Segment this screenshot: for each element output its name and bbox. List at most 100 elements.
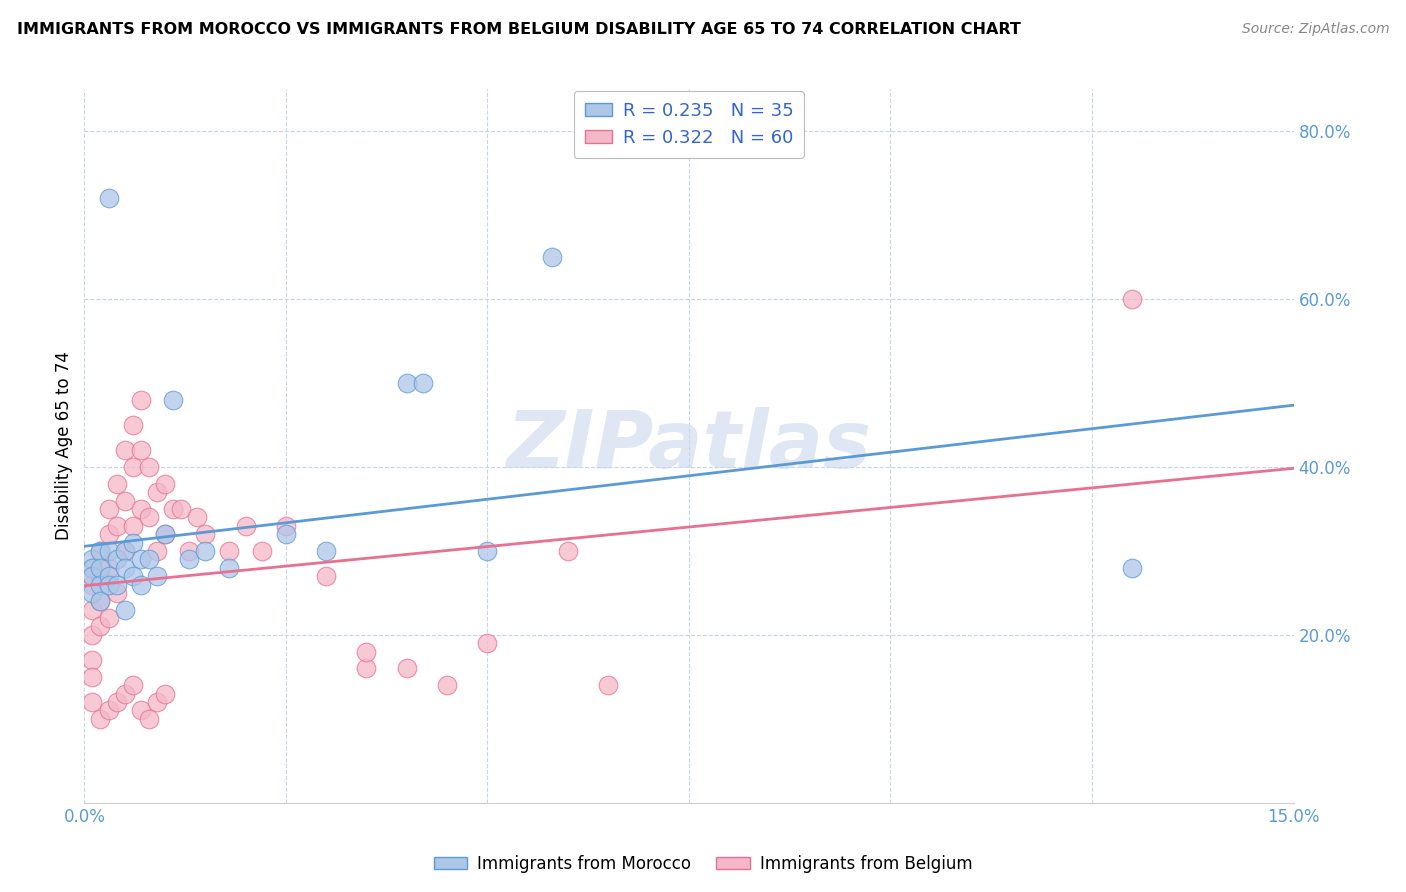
Point xyxy=(97,560,120,574)
Point xyxy=(97,577,120,591)
Point xyxy=(82,670,104,684)
Point xyxy=(105,577,128,591)
Point xyxy=(274,527,297,541)
Point xyxy=(97,544,120,558)
Point xyxy=(138,552,160,566)
Legend: R = 0.235   N = 35, R = 0.322   N = 60: R = 0.235 N = 35, R = 0.322 N = 60 xyxy=(574,91,804,158)
Point xyxy=(97,527,120,541)
Point xyxy=(315,544,337,558)
Point xyxy=(82,695,104,709)
Point xyxy=(218,544,240,558)
Point xyxy=(82,577,104,591)
Point xyxy=(218,560,240,574)
Point xyxy=(170,502,193,516)
Point xyxy=(129,502,152,516)
Point xyxy=(186,510,208,524)
Point xyxy=(235,518,257,533)
Point xyxy=(315,569,337,583)
Point xyxy=(89,712,111,726)
Point xyxy=(97,611,120,625)
Point xyxy=(82,560,104,574)
Point xyxy=(477,544,499,558)
Point xyxy=(97,502,120,516)
Point xyxy=(105,476,128,491)
Text: Source: ZipAtlas.com: Source: ZipAtlas.com xyxy=(1241,22,1389,37)
Point xyxy=(89,569,111,583)
Point xyxy=(121,569,143,583)
Point xyxy=(129,392,152,407)
Y-axis label: Disability Age 65 to 74: Disability Age 65 to 74 xyxy=(55,351,73,541)
Point xyxy=(138,460,160,475)
Point xyxy=(153,687,176,701)
Legend: Immigrants from Morocco, Immigrants from Belgium: Immigrants from Morocco, Immigrants from… xyxy=(427,848,979,880)
Point xyxy=(89,544,111,558)
Point xyxy=(179,552,201,566)
Point xyxy=(82,552,104,566)
Point xyxy=(356,661,378,675)
Point xyxy=(82,586,104,600)
Point xyxy=(121,518,143,533)
Point xyxy=(114,603,136,617)
Point xyxy=(114,544,136,558)
Point xyxy=(89,560,111,574)
Point xyxy=(477,636,499,650)
Point xyxy=(89,544,111,558)
Point xyxy=(598,678,620,692)
Point xyxy=(274,518,297,533)
Point xyxy=(89,594,111,608)
Point xyxy=(541,250,564,264)
Point xyxy=(89,594,111,608)
Point xyxy=(121,678,143,692)
Point xyxy=(114,544,136,558)
Point xyxy=(412,376,434,390)
Point xyxy=(138,712,160,726)
Point xyxy=(97,703,120,717)
Point xyxy=(250,544,273,558)
Point xyxy=(121,460,143,475)
Point xyxy=(129,552,152,566)
Point xyxy=(105,695,128,709)
Point xyxy=(356,645,378,659)
Point xyxy=(82,653,104,667)
Point xyxy=(194,527,217,541)
Point xyxy=(129,703,152,717)
Point xyxy=(179,544,201,558)
Point xyxy=(1121,292,1143,306)
Point xyxy=(82,569,104,583)
Point xyxy=(129,443,152,458)
Point xyxy=(146,485,169,500)
Text: IMMIGRANTS FROM MOROCCO VS IMMIGRANTS FROM BELGIUM DISABILITY AGE 65 TO 74 CORRE: IMMIGRANTS FROM MOROCCO VS IMMIGRANTS FR… xyxy=(17,22,1021,37)
Point xyxy=(105,586,128,600)
Point xyxy=(162,502,184,516)
Point xyxy=(162,392,184,407)
Point xyxy=(146,695,169,709)
Point xyxy=(153,476,176,491)
Point xyxy=(114,443,136,458)
Point xyxy=(105,518,128,533)
Point xyxy=(557,544,579,558)
Point xyxy=(82,628,104,642)
Point xyxy=(395,376,418,390)
Point xyxy=(82,560,104,574)
Point xyxy=(97,569,120,583)
Point xyxy=(436,678,458,692)
Point xyxy=(89,619,111,633)
Point xyxy=(395,661,418,675)
Point xyxy=(194,544,217,558)
Point xyxy=(153,527,176,541)
Point xyxy=(89,577,111,591)
Point xyxy=(114,687,136,701)
Point xyxy=(146,544,169,558)
Point xyxy=(105,552,128,566)
Point xyxy=(97,191,120,205)
Point xyxy=(82,603,104,617)
Point xyxy=(1121,560,1143,574)
Point xyxy=(153,527,176,541)
Point xyxy=(114,560,136,574)
Point xyxy=(146,569,169,583)
Text: ZIPatlas: ZIPatlas xyxy=(506,407,872,485)
Point xyxy=(121,535,143,549)
Point xyxy=(129,577,152,591)
Point xyxy=(114,493,136,508)
Point xyxy=(121,417,143,432)
